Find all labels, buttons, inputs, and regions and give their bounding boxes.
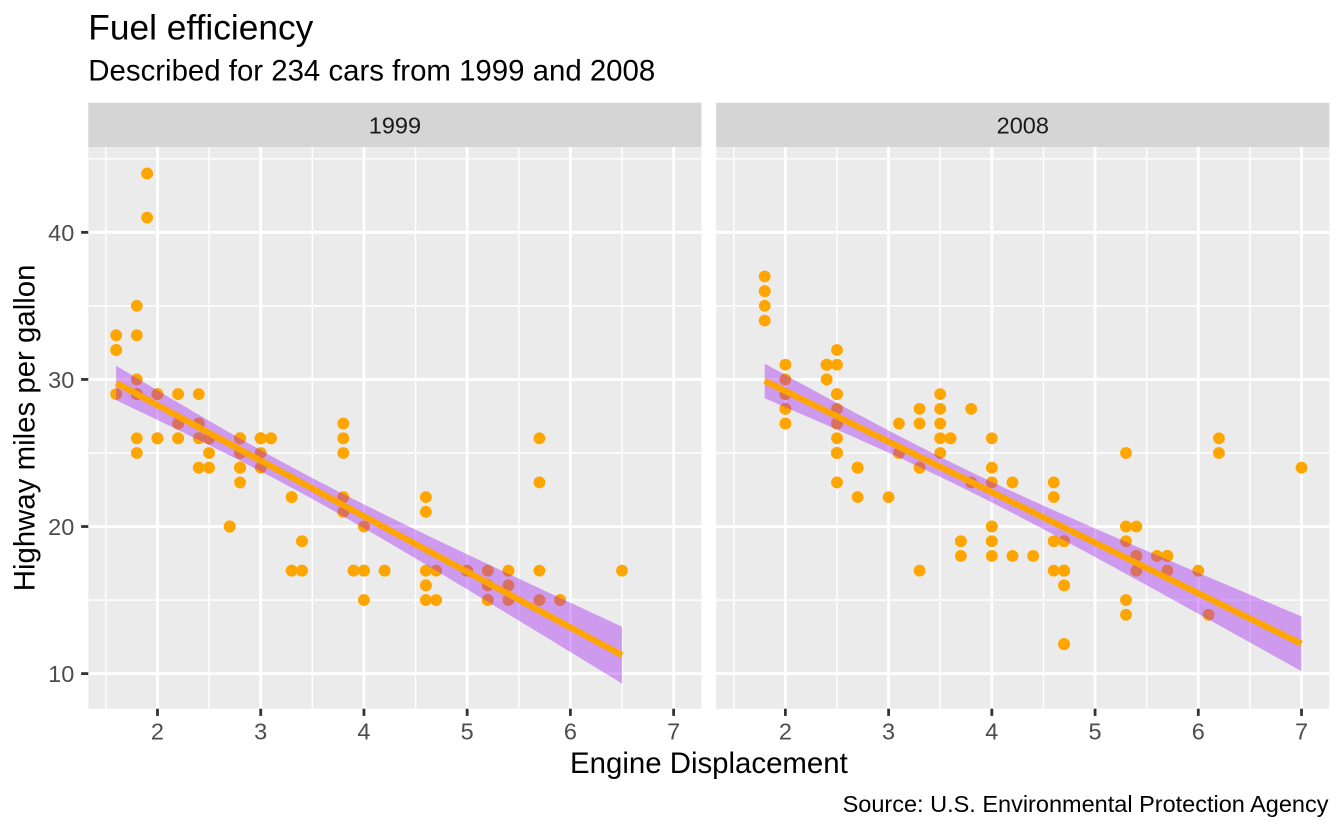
svg-text:Engine Displacement: Engine Displacement <box>570 747 848 780</box>
svg-text:2: 2 <box>779 719 792 745</box>
svg-text:6: 6 <box>564 719 577 745</box>
svg-text:6: 6 <box>1192 719 1205 745</box>
svg-text:40: 40 <box>48 220 74 246</box>
svg-text:3: 3 <box>882 719 895 745</box>
svg-text:10: 10 <box>48 661 74 687</box>
svg-text:Source: U.S. Environmental Pro: Source: U.S. Environmental Protection Ag… <box>843 791 1329 817</box>
svg-text:7: 7 <box>1295 719 1308 745</box>
svg-text:5: 5 <box>461 719 474 745</box>
svg-text:4: 4 <box>985 719 998 745</box>
svg-text:5: 5 <box>1089 719 1102 745</box>
svg-text:20: 20 <box>48 514 74 540</box>
svg-text:Highway miles per gallon: Highway miles per gallon <box>9 265 42 592</box>
svg-text:7: 7 <box>667 719 680 745</box>
svg-text:Described for 234 cars from 19: Described for 234 cars from 1999 and 200… <box>88 54 655 87</box>
svg-text:2: 2 <box>151 719 164 745</box>
svg-text:2008: 2008 <box>997 112 1049 138</box>
svg-text:1999: 1999 <box>369 112 421 138</box>
svg-text:30: 30 <box>48 367 74 393</box>
svg-text:4: 4 <box>357 719 370 745</box>
svg-text:Fuel efficiency: Fuel efficiency <box>88 9 313 48</box>
svg-text:3: 3 <box>254 719 267 745</box>
